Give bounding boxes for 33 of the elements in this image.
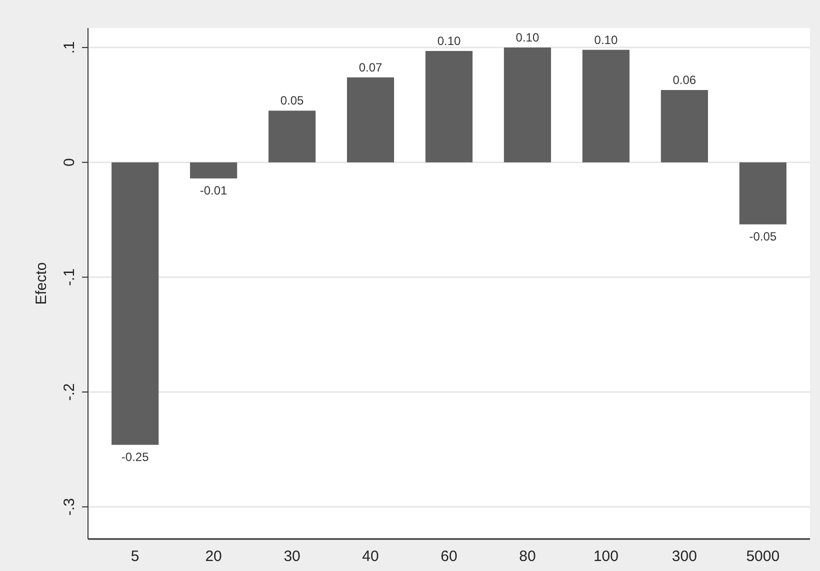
x-tick-label: 5000 bbox=[746, 548, 780, 565]
x-tick-label: 60 bbox=[440, 548, 458, 565]
data-label: -0.05 bbox=[749, 229, 777, 244]
x-tick-label: 100 bbox=[593, 548, 618, 565]
data-label: 0.10 bbox=[437, 34, 461, 48]
y-tick-label: -.2 bbox=[61, 383, 78, 401]
y-tick-label: .1 bbox=[61, 41, 78, 54]
bar bbox=[268, 110, 316, 162]
data-label: 0.07 bbox=[358, 60, 383, 74]
data-label: 0.10 bbox=[516, 30, 540, 45]
x-tick-label: 80 bbox=[519, 548, 536, 565]
bar bbox=[582, 50, 630, 162]
x-tick-label: 40 bbox=[362, 548, 379, 565]
bar bbox=[425, 50, 473, 162]
y-tick-label: -.3 bbox=[61, 498, 78, 516]
x-tick-label: 300 bbox=[672, 548, 697, 565]
bar bbox=[190, 162, 238, 178]
data-label: 0.06 bbox=[672, 73, 696, 88]
y-tick-label: 0 bbox=[61, 158, 78, 167]
bar bbox=[660, 90, 708, 162]
bar bbox=[739, 162, 786, 224]
bar bbox=[504, 48, 552, 162]
y-axis-title: Efecto bbox=[33, 262, 50, 305]
data-label: 0.05 bbox=[280, 94, 304, 108]
data-label: -0.01 bbox=[200, 183, 228, 198]
x-tick-label: 30 bbox=[284, 548, 300, 565]
data-label: -0.25 bbox=[121, 450, 150, 464]
data-label: 0.10 bbox=[594, 32, 618, 47]
y-tick-label: -.1 bbox=[61, 268, 78, 286]
bar bbox=[112, 162, 159, 445]
bar bbox=[346, 77, 394, 162]
x-tick-label: 5 bbox=[130, 548, 140, 565]
x-tick-label: 20 bbox=[205, 548, 222, 565]
